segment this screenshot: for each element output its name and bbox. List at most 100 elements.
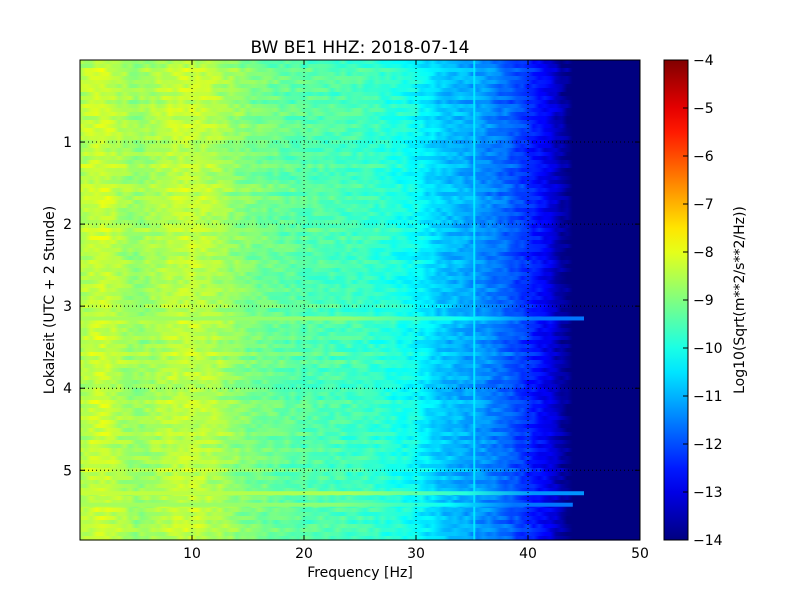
heatmap-row [80, 300, 640, 305]
heatmap-row [80, 72, 640, 77]
heatmap-row [80, 436, 640, 441]
heatmap-row [80, 248, 640, 253]
x-axis-ticks: 10 20 30 40 50 [183, 60, 649, 562]
heatmap-row [80, 528, 640, 533]
heatmap-row [80, 296, 640, 301]
heatmap-row [80, 280, 640, 285]
x-tick-label: 50 [631, 546, 649, 562]
colorbar-tick-label: −11 [693, 389, 723, 405]
heatmap-row [80, 392, 640, 397]
heatmap-row [80, 244, 640, 249]
colorbar-label: Log10(Sqrt(m**2/s**2/Hz)) [732, 206, 748, 394]
colorbar-tick-label: −4 [693, 53, 714, 69]
x-tick-label: 10 [183, 546, 201, 562]
heatmap-row [80, 356, 640, 361]
heatmap-row [80, 252, 640, 257]
colorbar-tick-label: −13 [693, 485, 723, 501]
heatmap-row [80, 460, 640, 465]
chart-title: BW BE1 HHZ: 2018-07-14 [250, 38, 469, 58]
heatmap-row [80, 348, 640, 353]
heatmap-row [80, 128, 640, 133]
broadband-burst-feature [80, 491, 584, 496]
heatmap-row [80, 172, 640, 177]
heatmap-row [80, 136, 640, 141]
heatmap-row [80, 368, 640, 373]
heatmap-row [80, 164, 640, 169]
heatmap-row [80, 100, 640, 105]
heatmap-row [80, 372, 640, 377]
heatmap-row [80, 188, 640, 193]
colorbar-tick-label: −8 [693, 245, 714, 261]
broadband-burst-feature [80, 502, 573, 507]
heatmap-row [80, 160, 640, 165]
heatmap-row [80, 80, 640, 85]
x-tick-label: 40 [519, 546, 537, 562]
heatmap-row [80, 236, 640, 241]
heatmap-row [80, 264, 640, 269]
heatmap-row [80, 212, 640, 217]
plot-frame [79, 59, 641, 541]
heatmap-row [80, 456, 640, 461]
heatmap-row [80, 272, 640, 277]
heatmap-row [80, 416, 640, 421]
heatmap-row [80, 424, 640, 429]
x-axis-label: Frequency [Hz] [307, 565, 413, 581]
heatmap-body [80, 60, 640, 541]
heatmap-row [80, 64, 640, 69]
heatmap-row [80, 268, 640, 273]
heatmap-row [80, 464, 640, 469]
heatmap-row [80, 452, 640, 457]
heatmap-row [80, 96, 640, 101]
heatmap-row [80, 532, 640, 537]
heatmap-row [80, 536, 640, 541]
heatmap-row [80, 68, 640, 73]
heatmap-row [80, 500, 640, 505]
heatmap-row [80, 524, 640, 529]
heatmap-row [80, 496, 640, 501]
heatmap-row [80, 144, 640, 149]
colorbar-tick-label: −7 [693, 197, 714, 213]
heatmap-row [80, 472, 640, 477]
heatmap-row [80, 84, 640, 89]
y-axis-label: Lokalzeit (UTC + 2 Stunde) [42, 206, 58, 395]
heatmap-row [80, 112, 640, 117]
heatmap-row [80, 376, 640, 381]
heatmap-row [80, 180, 640, 185]
heatmap-row [80, 232, 640, 237]
heatmap-row [80, 336, 640, 341]
heatmap-row [80, 352, 640, 357]
heatmap-row [80, 284, 640, 289]
heatmap-row [80, 196, 640, 201]
heatmap-row [80, 148, 640, 153]
heatmap-row [80, 88, 640, 93]
heatmap-row [80, 476, 640, 481]
heatmap-row [80, 484, 640, 489]
heatmap-row [80, 400, 640, 405]
heatmap-row [80, 420, 640, 425]
colorbar-tick-label: −14 [693, 533, 723, 549]
heatmap-row [80, 508, 640, 513]
colorbar-tick-label: −5 [693, 101, 714, 117]
heatmap-row [80, 428, 640, 433]
heatmap-row [80, 240, 640, 245]
heatmap-row [80, 448, 640, 453]
heatmap-row [80, 388, 640, 393]
heatmap-row [80, 276, 640, 281]
heatmap-row [80, 364, 640, 369]
x-tick-label: 30 [407, 546, 425, 562]
heatmap-row [80, 520, 640, 525]
broadband-burst-feature [80, 316, 584, 321]
heatmap-row [80, 224, 640, 229]
colorbar-tick-label: −12 [693, 437, 723, 453]
heatmap-row [80, 124, 640, 129]
y-tick-label: 5 [63, 463, 72, 479]
heatmap-row [80, 332, 640, 337]
y-tick-label: 2 [63, 217, 72, 233]
heatmap-row [80, 220, 640, 225]
heatmap-row [80, 480, 640, 485]
heatmap-row [80, 288, 640, 293]
y-tick-label: 3 [63, 299, 72, 315]
colorbar-ticks: −4 −5 −6 −7 −8 −9 −10 −11 −12 −13 −14 [683, 53, 723, 549]
heatmap-row [80, 208, 640, 213]
